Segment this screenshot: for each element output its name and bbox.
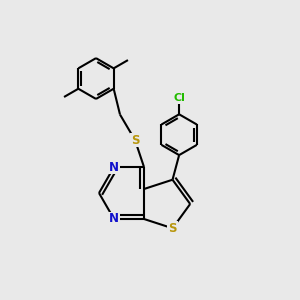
Text: N: N <box>109 160 119 173</box>
Text: S: S <box>131 134 139 146</box>
Text: N: N <box>109 212 119 226</box>
Text: S: S <box>168 222 177 235</box>
Text: Cl: Cl <box>173 93 185 103</box>
